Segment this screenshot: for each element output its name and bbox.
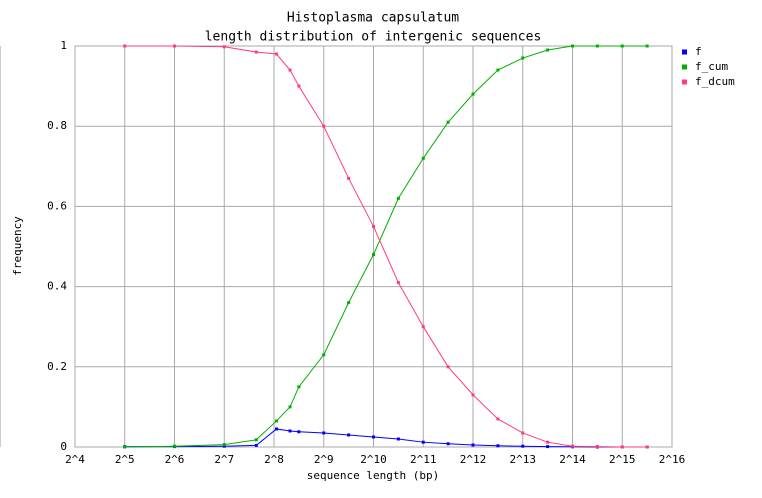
x-tick-label: 2^13 — [510, 453, 537, 466]
legend-marker — [682, 79, 687, 85]
x-tick-label: 2^12 — [460, 453, 487, 466]
data-point — [546, 440, 550, 444]
data-point — [347, 176, 351, 180]
chart-subtitle: length distribution of intergenic sequen… — [205, 30, 542, 45]
data-point — [446, 120, 450, 124]
legend-marker — [682, 64, 687, 70]
x-tick-label: 2^16 — [659, 453, 686, 466]
y-tick-label: 0.4 — [47, 280, 67, 293]
data-point — [322, 124, 326, 128]
x-tick-label: 2^8 — [264, 453, 284, 466]
data-point — [571, 44, 574, 48]
x-tick-label: 2^5 — [115, 453, 135, 466]
data-point — [123, 445, 127, 449]
x-tick-label: 2^4 — [65, 453, 85, 466]
data-point — [421, 156, 425, 160]
legend-marker — [682, 49, 687, 55]
data-point — [254, 438, 258, 442]
data-point — [620, 445, 624, 449]
data-point — [546, 445, 550, 449]
data-point — [372, 224, 375, 228]
data-point — [222, 443, 226, 447]
data-point — [521, 444, 525, 448]
x-tick-label: 2^9 — [314, 453, 334, 466]
data-point — [421, 325, 425, 329]
data-point — [595, 445, 599, 449]
data-point — [347, 301, 351, 305]
data-point — [274, 52, 278, 56]
data-point — [322, 353, 326, 357]
data-point — [421, 440, 425, 444]
x-tick-label: 2^14 — [559, 453, 586, 466]
x-tick-label: 2^11 — [410, 453, 437, 466]
x-tick-label: 2^10 — [360, 453, 387, 466]
data-point — [347, 433, 351, 437]
x-tick-label: 2^6 — [165, 453, 185, 466]
data-point — [471, 393, 475, 397]
data-point — [645, 445, 649, 449]
data-point — [274, 427, 278, 431]
data-point — [288, 405, 292, 409]
data-point — [254, 443, 258, 447]
data-point — [372, 253, 375, 257]
data-point — [396, 437, 400, 441]
data-point — [496, 444, 500, 448]
data-point — [595, 44, 599, 48]
data-point — [322, 431, 326, 435]
data-point — [396, 196, 400, 200]
data-point — [521, 56, 525, 60]
legend-label: f_cum — [695, 60, 728, 73]
data-point — [496, 417, 500, 421]
data-point — [297, 385, 301, 389]
data-point — [620, 44, 624, 48]
data-point — [297, 84, 301, 88]
y-tick-label: 0.2 — [47, 360, 67, 373]
y-axis-label: frequency — [11, 216, 24, 276]
data-point — [496, 68, 500, 72]
y-tick-label: 0.8 — [47, 119, 67, 132]
data-point — [645, 44, 649, 48]
data-point — [396, 281, 400, 285]
data-point — [372, 435, 375, 439]
data-point — [222, 45, 226, 49]
data-point — [446, 365, 450, 369]
x-axis-label: sequence length (bp) — [307, 469, 439, 482]
data-point — [546, 48, 550, 52]
x-tick-label: 2^7 — [214, 453, 234, 466]
data-point — [471, 443, 475, 447]
data-point — [222, 444, 226, 448]
y-tick-label: 0.6 — [47, 199, 67, 212]
data-point — [288, 68, 292, 72]
data-point — [173, 444, 176, 448]
data-point — [571, 444, 574, 448]
data-point — [446, 442, 450, 446]
x-tick-label: 2^15 — [609, 453, 636, 466]
data-point — [471, 92, 475, 96]
legend-label: f — [695, 45, 702, 58]
chart-title: Histoplasma capsulatum — [287, 11, 459, 26]
data-point — [254, 50, 258, 54]
data-point — [123, 44, 127, 48]
y-tick-label: 0 — [60, 440, 67, 453]
data-point — [274, 419, 278, 423]
y-tick-label: 1 — [60, 39, 67, 52]
data-point — [288, 429, 292, 433]
legend-label: f_dcum — [695, 75, 735, 88]
data-point — [297, 430, 301, 434]
data-point — [521, 431, 525, 435]
data-point — [173, 44, 176, 48]
